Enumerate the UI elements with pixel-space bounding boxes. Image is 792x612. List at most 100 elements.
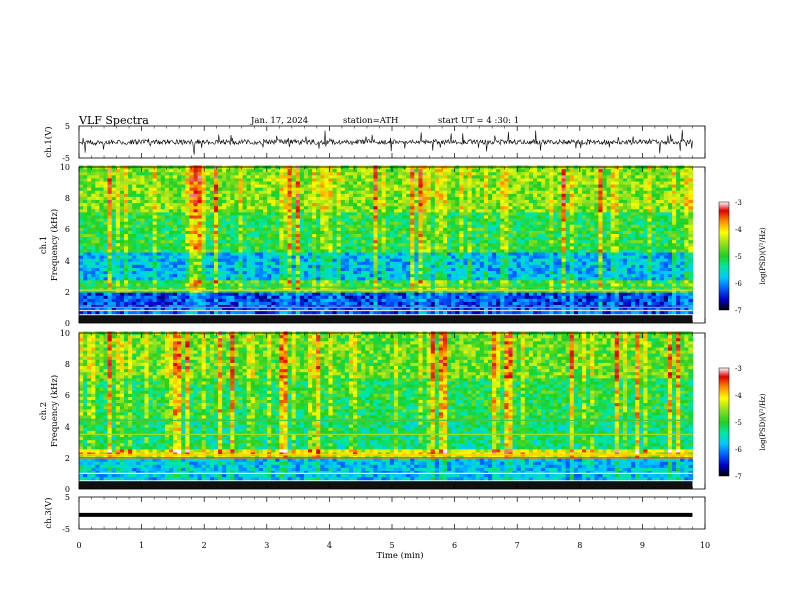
- spectrogram-cell: [263, 261, 268, 265]
- spectrogram-cell: [164, 310, 170, 315]
- spectrogram-cell: [328, 187, 334, 191]
- spectrogram-cell: [140, 183, 146, 188]
- spectrogram-cell: [160, 205, 166, 210]
- spectrogram-cell: [87, 245, 92, 250]
- spectrogram-cell: [197, 292, 203, 296]
- spectrogram-cell: [348, 202, 354, 207]
- spectrogram-cell: [218, 304, 223, 309]
- spectrogram-cell: [201, 227, 207, 231]
- spectrogram-cell: [119, 236, 125, 241]
- spectrogram-cell: [242, 193, 248, 197]
- spectrogram-cell: [353, 310, 358, 315]
- spectrogram-cell: [332, 168, 338, 173]
- spectrogram-cell: [144, 196, 150, 201]
- spectrogram-cell: [320, 196, 325, 201]
- spectrogram-cell: [234, 282, 240, 287]
- spectrogram-cell: [168, 224, 174, 228]
- spectrogram-cell: [328, 183, 334, 188]
- spectrogram-cell: [160, 236, 166, 241]
- spectrogram-cell: [291, 214, 297, 219]
- spectrogram-cell: [79, 248, 84, 253]
- spectrogram-cell: [115, 304, 121, 309]
- spectrogram-cell: [123, 177, 129, 182]
- spectrogram-cell: [234, 264, 240, 268]
- spectrogram-cell: [189, 236, 195, 241]
- spectrogram-cell: [168, 236, 174, 241]
- spectrogram-cell: [91, 224, 96, 228]
- spectrogram-cell: [95, 236, 101, 241]
- spectrogram-cell: [267, 233, 272, 238]
- spectrogram-cell: [234, 208, 240, 213]
- spectrogram-cell: [271, 171, 276, 176]
- spectrogram-cell: [168, 267, 174, 272]
- spectrogram-cell: [173, 301, 178, 305]
- spectrogram-cell: [91, 264, 96, 268]
- spectrogram-cell: [238, 258, 244, 262]
- spectrogram-cell: [291, 171, 297, 176]
- spectrogram-cell: [103, 174, 109, 179]
- spectrogram-cell: [156, 258, 162, 262]
- spectrogram-cell: [193, 205, 199, 210]
- spectrogram-cell: [79, 236, 84, 241]
- spectrogram-cell: [254, 190, 260, 194]
- spectrogram-cell: [218, 190, 223, 194]
- spectrogram-cell: [168, 298, 174, 302]
- spectrogram-cell: [107, 202, 113, 207]
- spectrogram-cell: [177, 199, 182, 204]
- spectrogram-cell: [263, 251, 268, 256]
- spectrogram-cell: [115, 245, 121, 250]
- spectrogram-cell: [91, 295, 96, 299]
- spectrogram-cell: [164, 221, 170, 225]
- spectrogram-cell: [103, 282, 109, 287]
- spectrogram-cell: [353, 273, 358, 278]
- spectrogram-cell: [132, 221, 137, 225]
- spectrogram-cell: [332, 196, 338, 201]
- spectrogram-cell: [144, 221, 150, 225]
- spectrogram-cell: [324, 208, 330, 213]
- spectrogram-cell: [336, 267, 342, 272]
- spectrogram-cell: [148, 205, 154, 210]
- spectrogram-cell: [111, 307, 117, 312]
- spectrogram-cell: [332, 230, 338, 234]
- spectrogram-cell: [332, 183, 338, 188]
- spectrogram-cell: [328, 230, 334, 234]
- spectrogram-cell: [83, 301, 88, 305]
- spectrogram-cell: [246, 248, 252, 253]
- spectrogram-cell: [164, 214, 170, 219]
- spectrogram-cell: [263, 168, 268, 173]
- spectrogram-cell: [242, 168, 248, 173]
- spectrogram-cell: [308, 233, 313, 238]
- spectrogram-cell: [218, 217, 223, 222]
- spectrogram-cell: [222, 261, 227, 265]
- spectrogram-cell: [99, 233, 105, 238]
- spectrogram-cell: [197, 307, 203, 312]
- spectrogram-cell: [136, 245, 141, 250]
- spectrogram-cell: [250, 310, 256, 315]
- spectrogram-cell: [152, 254, 158, 259]
- spectrogram-cell: [197, 270, 203, 275]
- spectrogram-cell: [299, 270, 305, 275]
- spectrogram-cell: [156, 217, 162, 222]
- spectrogram-cell: [332, 205, 338, 210]
- spectrogram-cell: [254, 292, 260, 296]
- spectrogram-cell: [189, 217, 195, 222]
- spectrogram-cell: [164, 254, 170, 259]
- spectrogram-cell: [99, 221, 105, 225]
- spectrogram-cell: [258, 251, 264, 256]
- spectrogram-cell: [181, 183, 186, 188]
- spectrogram-cell: [287, 301, 293, 305]
- spectrogram-cell: [320, 214, 325, 219]
- spectrogram-cell: [123, 217, 129, 222]
- spectrogram-cell: [336, 242, 342, 247]
- spectrogram-cell: [177, 230, 182, 234]
- spectrogram-cell: [250, 264, 256, 268]
- spectrogram-cell: [279, 248, 285, 253]
- spectrogram-cell: [177, 270, 182, 275]
- spectrogram-cell: [299, 258, 305, 262]
- spectrogram-cell: [79, 177, 84, 182]
- spectrogram-cell: [267, 251, 272, 256]
- spectrogram-cell: [91, 261, 96, 265]
- spectrogram-cell: [295, 301, 301, 305]
- spectrogram-cell: [168, 221, 174, 225]
- spectrogram-cell: [185, 196, 191, 201]
